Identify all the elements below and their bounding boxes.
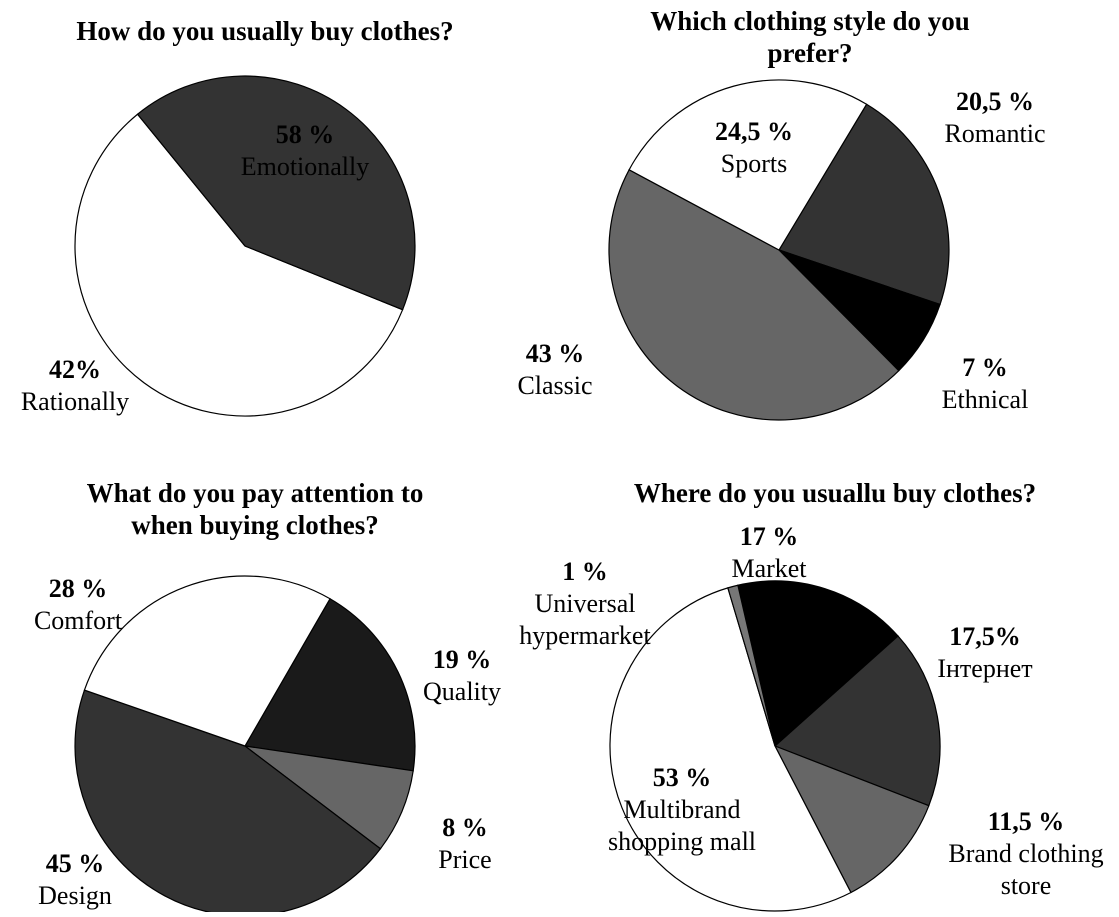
chart-title: Which clothing style do you [650,6,970,36]
pie-slice [773,744,930,894]
pie-slice [773,635,941,807]
slice-percent-label: 17,5% [949,622,1021,651]
chart-title: Where do you usuallu buy clothes? [634,478,1036,508]
pie-slice [737,580,899,748]
slice-percent-label: 8 % [442,813,488,842]
slice-percent-label: 45 % [46,849,105,878]
slice-category-label: Universal [534,589,635,618]
slice-percent-label: 19 % [433,645,492,674]
slice-category-label: Quality [423,677,501,706]
slice-category-label: shopping mall [608,827,756,856]
pie-slice [83,575,331,747]
slice-percent-label: 1 % [562,557,608,586]
chart-title: when buying clothes? [131,510,379,540]
pie-slice [778,103,950,306]
slice-category-label: Classic [517,371,592,400]
slice-percent-label: 24,5 % [715,117,793,146]
slice-percent-label: 43 % [526,339,585,368]
slice-category-label: Romantic [944,119,1045,148]
slice-category-label: hypermarket [519,621,651,650]
slice-category-label: Rationally [21,387,129,416]
slice-percent-label: 7 % [962,353,1008,382]
pie-slice [608,168,900,421]
slice-percent-label: 11,5 % [988,807,1065,836]
slice-category-label: store [1001,871,1052,900]
slice-percent-label: 42% [49,355,101,384]
slice-percent-label: 17 % [740,522,799,551]
chart-title: What do you pay attention to [87,478,424,508]
slice-category-label: Ethnical [942,385,1029,414]
slice-category-label: Design [38,881,112,910]
slice-category-label: Emotionally [241,152,370,181]
pie-slice [628,79,868,251]
slice-category-label: Sports [721,149,787,178]
pie-chart-1: How do you usually buy clothes? 58 % Emoti… [21,16,454,417]
pie-slice [136,75,416,311]
pie-slice [727,584,776,747]
slice-percent-label: 53 % [653,763,712,792]
slice-percent-label: 58 % [276,120,335,149]
pie-slice [74,689,382,917]
slice-percent-label: 20,5 % [956,87,1034,116]
slice-category-label: Market [731,554,807,583]
chart-title: prefer? [768,38,853,68]
pie-chart-4: Where do you usuallu buy clothes? 17 % Mar… [519,478,1104,912]
slice-percent-label: 28 % [49,574,108,603]
pie-slice [609,587,852,912]
slice-category-label: Price [438,845,491,874]
slice-category-label: Multibrand [624,795,741,824]
slice-category-label: Інтернет [937,654,1032,683]
pie-slice [74,113,404,417]
chart-title: How do you usually buy clothes? [76,16,453,46]
slice-category-label: Comfort [34,606,123,635]
pie-slice [244,597,416,772]
slice-category-label: Brand clothing [948,839,1103,868]
